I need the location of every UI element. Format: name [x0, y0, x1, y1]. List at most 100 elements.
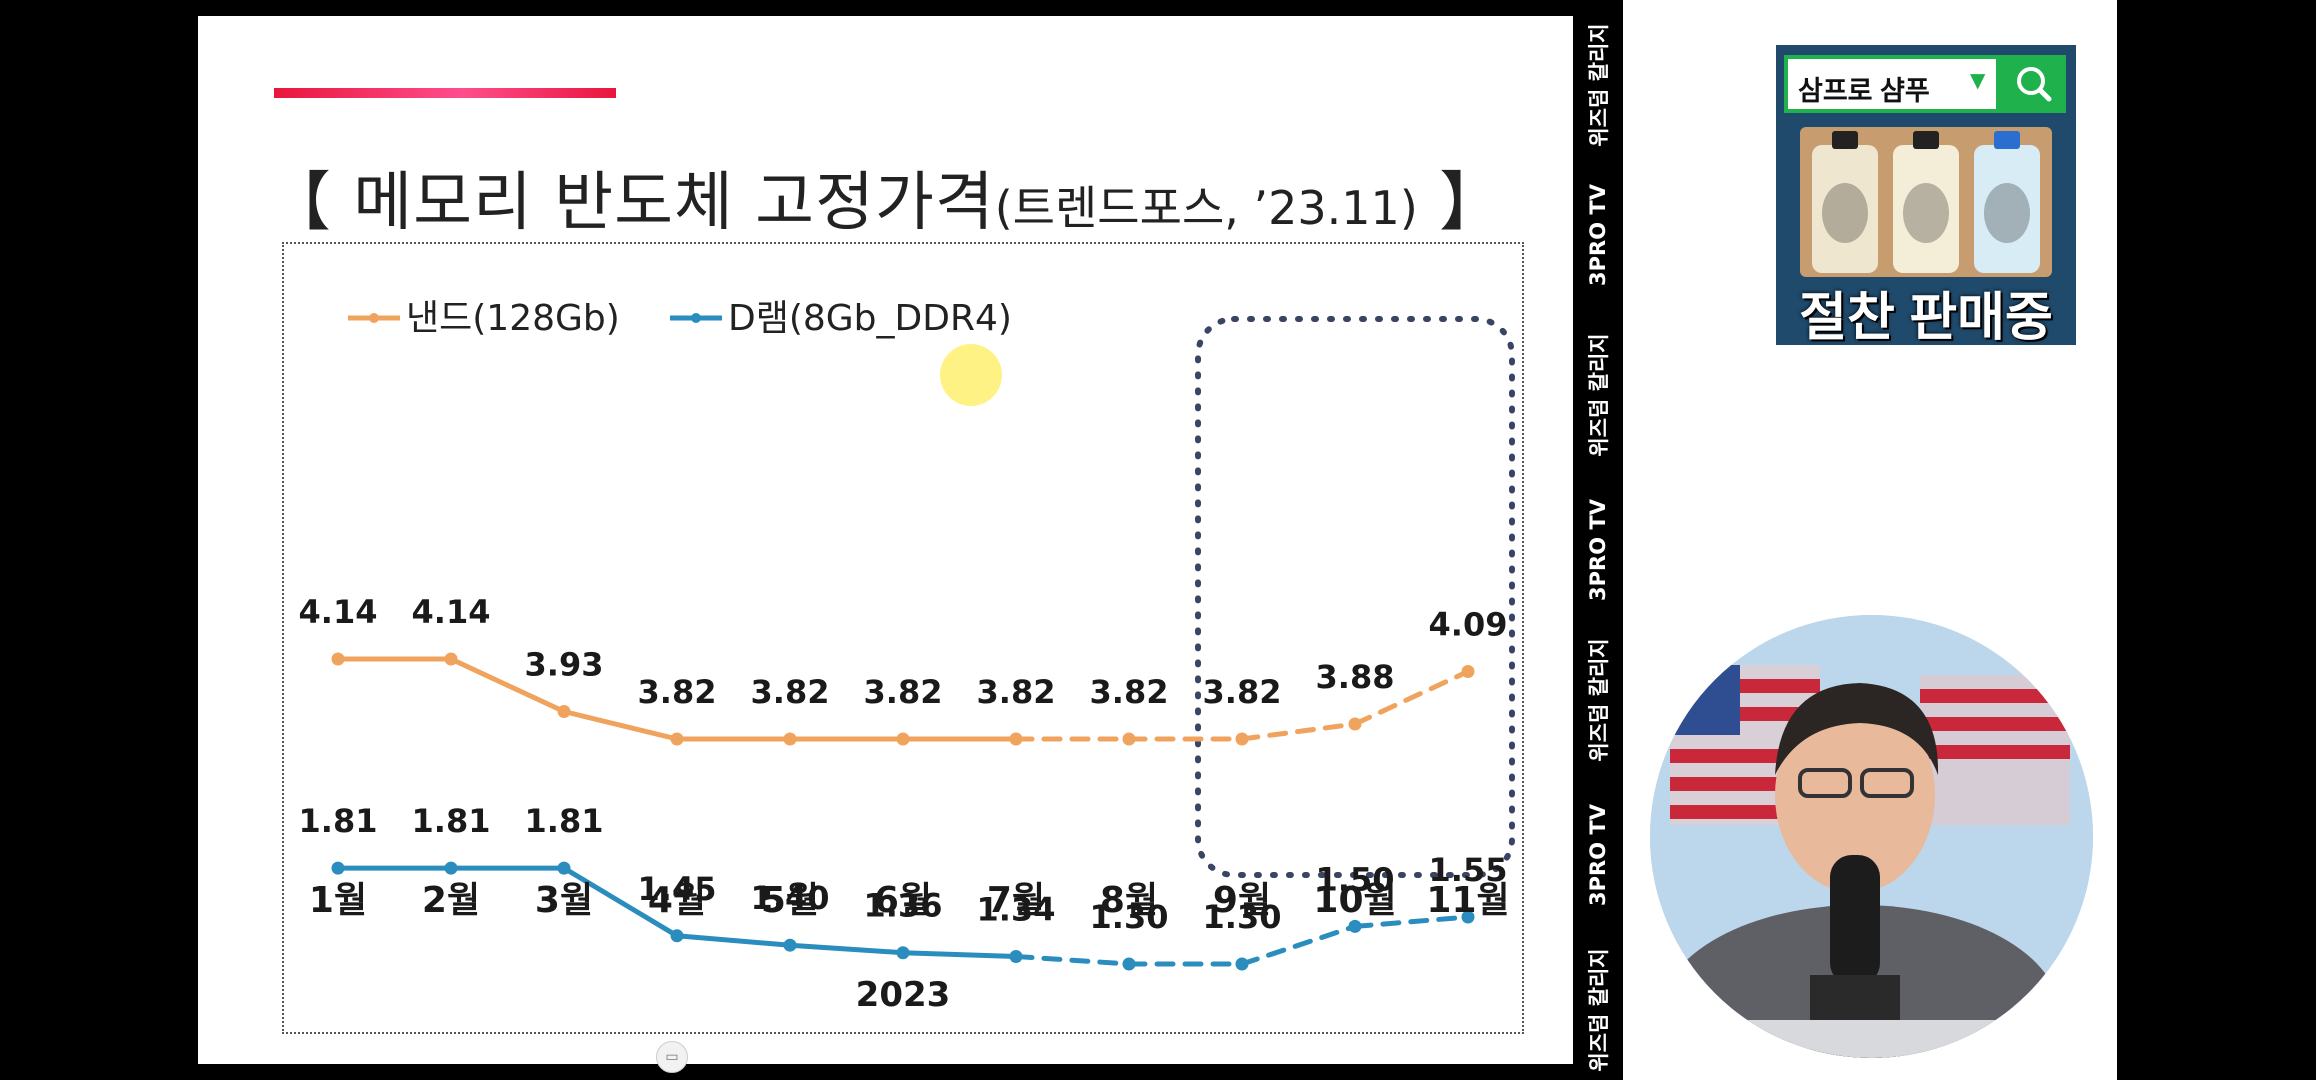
- series-line-segment: [561, 865, 680, 939]
- series-line-segment: [1239, 721, 1358, 742]
- data-label: 1.34: [977, 890, 1056, 928]
- data-point: [670, 929, 684, 943]
- legend-item: D램(8Gb_DDR4): [670, 298, 1012, 339]
- data-label: 4.14: [299, 593, 378, 631]
- ad-caption: 절찬 판매중: [1799, 289, 2053, 345]
- highlight-box: [1195, 316, 1515, 878]
- data-label: 1.30: [1090, 898, 1169, 936]
- data-point: [557, 705, 571, 718]
- series-line-segment: [787, 942, 906, 956]
- slide-title-main: 【 메모리 반도체 고정가격: [266, 166, 995, 240]
- watermark-text: 위즈덤 칼리지: [1587, 23, 1611, 147]
- legend-marker: [691, 313, 701, 323]
- chart-frame: 낸드(128Gb) D램(8Gb_DDR4) 4.14 4.14 3.93 3.82 3.8…: [282, 242, 1524, 1034]
- data-point: [1122, 957, 1136, 971]
- x-tick-label: 11월: [1426, 880, 1509, 921]
- x-tick-label: 9월: [1213, 880, 1271, 921]
- data-label: 3.82: [864, 673, 943, 711]
- watermark-text: 위즈덤 칼리지: [1587, 333, 1611, 457]
- data-label: 3.82: [751, 673, 830, 711]
- watermark-text: 3PRO TV: [1586, 184, 1610, 286]
- data-label: 3.82: [1203, 673, 1282, 711]
- data-point: [1348, 717, 1362, 731]
- data-label: 3.82: [977, 673, 1056, 711]
- ad-search-box[interactable]: 삼프로 샴푸 ▼: [1784, 55, 2000, 113]
- series-line-segment: [1352, 914, 1471, 929]
- shampoo-ad[interactable]: 삼프로 샴푸 ▼ 절찬 판매중: [1776, 45, 2076, 345]
- data-point: [783, 732, 797, 746]
- x-tick-label: 7월: [987, 880, 1045, 921]
- data-label: 1.30: [1203, 898, 1282, 936]
- legend-label: 낸드(128Gb): [406, 298, 620, 339]
- x-tick-label: 1월: [309, 880, 367, 921]
- legend-label: D램(8Gb_DDR4): [728, 298, 1012, 339]
- data-label: 4.14: [412, 593, 491, 631]
- watermark-text: 위즈덤 칼리지: [1587, 948, 1611, 1072]
- legend-item: 낸드(128Gb): [348, 298, 620, 339]
- data-point: [1235, 957, 1249, 971]
- x-tick-label: 2월: [422, 880, 480, 921]
- watermark-text: 3PRO TV: [1586, 804, 1610, 906]
- data-point: [444, 652, 458, 666]
- video-camera-icon[interactable]: ▭: [656, 1041, 688, 1073]
- data-point: [896, 732, 910, 746]
- data-label: 1.36: [864, 887, 943, 925]
- series-line-segment: [1013, 953, 1132, 967]
- x-tick-label: 10월: [1313, 880, 1396, 921]
- data-point: [557, 861, 571, 875]
- data-label: 1.45: [638, 870, 717, 908]
- data-point: [331, 861, 345, 875]
- data-point: [783, 938, 797, 952]
- x-tick-label: 4월: [648, 880, 706, 921]
- title-accent-bar: [274, 88, 616, 98]
- ad-search-text: 삼프로 샴푸: [1798, 76, 1930, 106]
- data-point: [331, 652, 345, 666]
- watermark-text: 3PRO TV: [1586, 499, 1610, 601]
- data-point: [1009, 949, 1023, 963]
- data-point: [1348, 919, 1362, 933]
- data-label: 1.81: [299, 802, 378, 840]
- data-label: 3.82: [638, 673, 717, 711]
- series-0: 4.14 4.14 3.93 3.82 3.82 3.82 3.82 3.82 3.82 3.88…: [299, 593, 1507, 746]
- data-point: [1235, 732, 1249, 746]
- data-label: 1.40: [751, 879, 830, 917]
- x-axis-label: 2023: [856, 975, 951, 1015]
- slide-title-source: (트렌드포스, ’23.11): [994, 181, 1418, 235]
- channel-watermark-strip: 위즈덤 칼리지 3PRO TV 위즈덤 칼리지 3PRO TV 위즈덤 칼리지 3PRO …: [1573, 0, 1623, 1080]
- data-label: 1.50: [1316, 860, 1395, 898]
- data-point: [1461, 665, 1475, 678]
- legend-marker: [369, 313, 379, 323]
- data-label: 3.88: [1316, 658, 1395, 696]
- presentation-slide: 【 메모리 반도체 고정가격(트렌드포스, ’23.11) 】 낸드(128Gb…: [198, 16, 1573, 1073]
- series-1: 1.81 1.81 1.81 1.45 1.40 1.36 1.34 1.30 1.30 1.50…: [299, 802, 1508, 971]
- x-tick-label: 5월: [761, 880, 819, 921]
- series-line-segment: [1352, 669, 1471, 727]
- data-point: [444, 861, 458, 875]
- host-video: [1650, 615, 2093, 1058]
- data-point: [1009, 732, 1023, 746]
- data-label: 3.82: [1090, 673, 1169, 711]
- data-point: [1122, 732, 1136, 746]
- triangle-down-icon: ▼: [1970, 68, 1986, 92]
- chart-legend: 낸드(128Gb) D램(8Gb_DDR4): [348, 298, 1012, 339]
- slide-title: 【 메모리 반도체 고정가격(트렌드포스, ’23.11) 】: [198, 151, 1573, 243]
- x-tick-label: 3월: [535, 880, 593, 921]
- x-tick-label: 8월: [1100, 880, 1158, 921]
- data-label: 1.81: [525, 802, 604, 840]
- search-icon[interactable]: [2000, 55, 2066, 113]
- line-chart: 낸드(128Gb) D램(8Gb_DDR4) 4.14 4.14 3.93 3.82 3.8…: [299, 298, 1515, 1015]
- data-label: 1.55: [1429, 851, 1508, 889]
- slide-title-end: 】: [1417, 166, 1505, 240]
- data-point: [670, 732, 684, 746]
- series-line-segment: [561, 709, 680, 742]
- pointer-highlight: [940, 344, 1002, 406]
- series-line-segment: [900, 950, 1019, 959]
- series-line-segment: [674, 933, 793, 948]
- data-point: [1461, 910, 1475, 924]
- series-line-segment: [1239, 923, 1358, 967]
- right-letterbox: [2117, 0, 2316, 1080]
- data-label: 1.81: [412, 802, 491, 840]
- data-point: [896, 946, 910, 960]
- shampoo-bottles-image: [1800, 127, 2052, 277]
- series-line-segment: [448, 656, 567, 714]
